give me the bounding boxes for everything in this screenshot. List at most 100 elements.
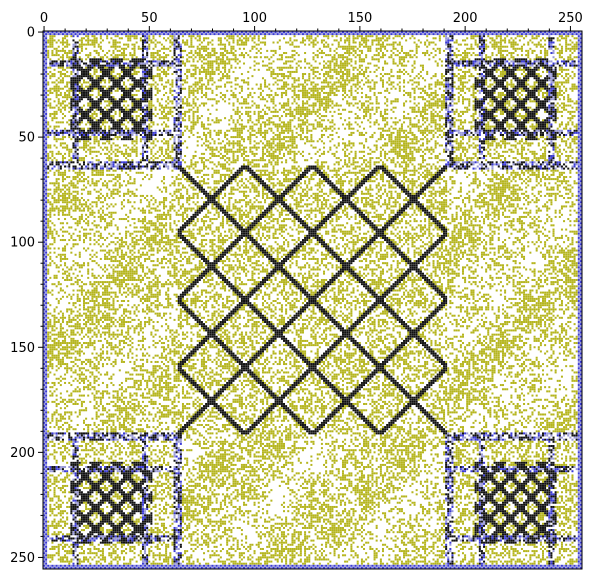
heatmap-cell: [118, 62, 121, 65]
heatmap-cell: [192, 91, 195, 94]
heatmap-cell: [356, 54, 359, 57]
heatmap-cell: [85, 33, 88, 36]
heatmap-cell: [398, 77, 401, 80]
heatmap-cell: [253, 31, 256, 33]
heatmap-cell: [99, 37, 102, 40]
heatmap-cell: [556, 83, 559, 86]
heatmap-cell: [106, 89, 109, 92]
heatmap-cell: [518, 100, 521, 103]
heatmap-cell: [141, 43, 144, 46]
heatmap-cell: [392, 41, 395, 44]
heatmap-cell: [150, 96, 153, 99]
heatmap-cell: [299, 89, 302, 92]
heatmap-cell: [529, 75, 532, 78]
heatmap-cell: [523, 58, 526, 61]
heatmap-cell: [499, 102, 502, 105]
heatmap-cell: [177, 47, 180, 50]
heatmap-cell: [116, 35, 119, 38]
heatmap-cell: [550, 43, 553, 46]
heatmap-cell: [348, 35, 351, 38]
heatmap-cell: [346, 31, 349, 33]
heatmap-cell: [219, 54, 222, 57]
heatmap-cell: [487, 31, 490, 33]
heatmap-cell: [120, 85, 123, 88]
heatmap-cell: [137, 81, 140, 84]
heatmap-cell: [426, 52, 429, 55]
heatmap-cell: [245, 37, 248, 40]
heatmap-cell: [320, 56, 323, 59]
heatmap-cell: [186, 68, 189, 71]
heatmap-cell: [480, 60, 483, 63]
heatmap-cell: [518, 102, 521, 105]
heatmap-cell: [337, 64, 340, 67]
heatmap-cell: [424, 31, 427, 33]
heatmap-cell: [575, 100, 578, 103]
heatmap-cell: [474, 39, 477, 42]
heatmap-cell: [156, 75, 159, 78]
heatmap-cell: [455, 66, 458, 69]
heatmap-cell: [339, 45, 342, 48]
heatmap-cell: [297, 94, 300, 97]
heatmap-cell: [114, 31, 117, 33]
heatmap-cell: [221, 73, 224, 76]
heatmap-cell: [148, 64, 151, 67]
heatmap-cell: [501, 62, 504, 65]
heatmap-cell: [434, 54, 437, 57]
heatmap-cell: [59, 102, 62, 105]
heatmap-cell: [474, 81, 477, 84]
heatmap-cell: [318, 104, 321, 107]
heatmap-cell: [78, 58, 81, 61]
heatmap-cell: [529, 64, 532, 67]
heatmap-cell: [301, 102, 304, 105]
heatmap-cell: [390, 70, 393, 73]
heatmap-cell: [205, 75, 208, 78]
heatmap-cell: [520, 58, 523, 61]
heatmap-cell: [455, 31, 458, 33]
heatmap-cell: [129, 66, 132, 69]
heatmap-cell: [337, 41, 340, 44]
heatmap-cell: [270, 73, 273, 76]
heatmap-cell: [325, 96, 328, 99]
heatmap-cell: [177, 33, 180, 36]
heatmap-cell: [247, 96, 250, 99]
heatmap-cell: [154, 87, 157, 90]
heatmap-cell: [491, 98, 494, 101]
heatmap-cell: [516, 91, 519, 94]
heatmap-cell: [436, 79, 439, 82]
heatmap-cell: [97, 79, 100, 82]
heatmap-cell: [211, 83, 214, 86]
heatmap-cell: [280, 75, 283, 78]
heatmap-cell: [175, 102, 178, 105]
heatmap-cell: [493, 85, 496, 88]
heatmap-cell: [377, 39, 380, 42]
heatmap-cell: [127, 75, 130, 78]
heatmap-cell: [348, 49, 351, 52]
heatmap-cell: [283, 52, 286, 55]
heatmap-cell: [179, 106, 182, 109]
heatmap-cell: [175, 41, 178, 44]
heatmap-cell: [211, 54, 214, 57]
heatmap-cell: [348, 39, 351, 42]
heatmap-cell: [190, 89, 193, 92]
heatmap-cell: [535, 100, 538, 103]
heatmap-cell: [163, 58, 166, 61]
heatmap-cell: [154, 106, 157, 109]
heatmap-cell: [544, 79, 547, 82]
heatmap-cell: [139, 85, 142, 88]
heatmap-cell: [247, 37, 250, 40]
heatmap-cell: [483, 81, 486, 84]
heatmap-cell: [51, 41, 54, 44]
heatmap-cell: [289, 43, 292, 46]
heatmap-cell: [83, 94, 85, 97]
heatmap-cell: [283, 102, 286, 105]
heatmap-cell: [91, 79, 94, 82]
heatmap-cell: [264, 33, 267, 36]
heatmap-cell: [525, 102, 528, 105]
heatmap-cell: [316, 89, 319, 92]
heatmap-cell: [118, 104, 121, 107]
heatmap-cell: [76, 104, 79, 107]
heatmap-cell: [196, 35, 199, 38]
heatmap-cell: [491, 68, 494, 71]
heatmap-cell: [270, 98, 273, 101]
heatmap-cell: [579, 47, 582, 50]
